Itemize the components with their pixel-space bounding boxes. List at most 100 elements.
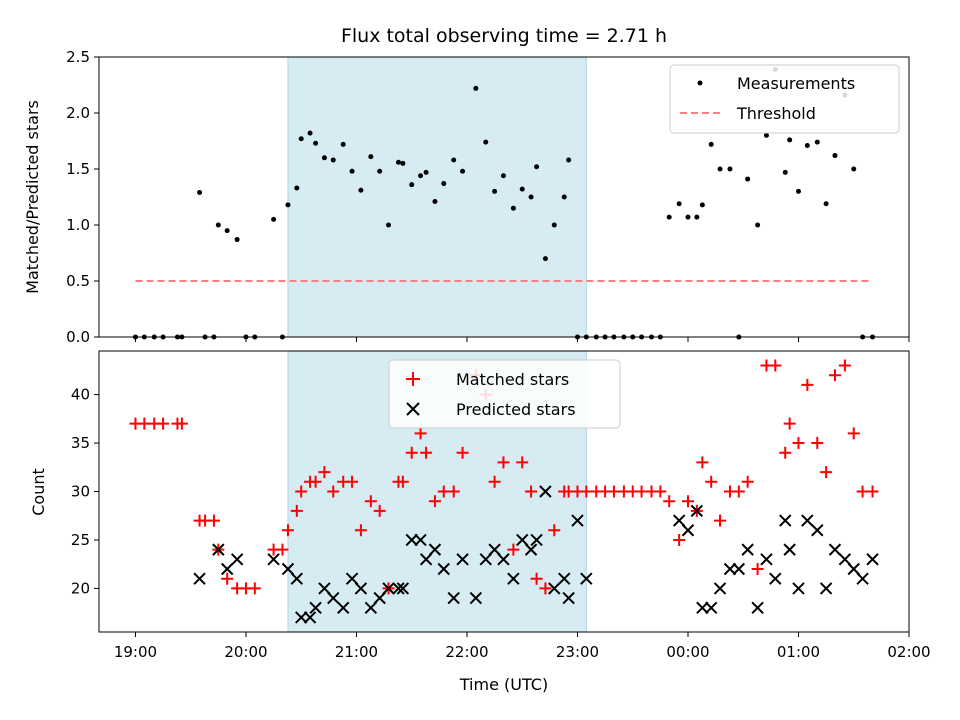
predicted-star-point [507,572,520,585]
x-tick-label: 23:00 [556,643,599,661]
measurement-point [395,159,401,165]
bottom-y-axis-label: Count [29,468,48,516]
legend-predicted-label: Predicted stars [456,400,576,419]
bottom-panel: 20 25 30 35 40 19:00 20:00 21:00 22:00 23:00 00:0… [29,350,931,694]
measurement-point [566,157,572,163]
matched-star-point [428,495,441,508]
predicted-star-point [847,562,860,576]
measurement-point [377,168,383,174]
matched-star-point [838,359,851,372]
y-tick-label: 2.5 [66,48,90,66]
measurement-point [551,222,557,228]
measurement-point [224,228,230,234]
matched-star-point [696,456,709,469]
predicted-star-point [779,514,792,527]
measurement-point [534,164,540,170]
matched-star-point [714,514,727,527]
predicted-star-point [792,582,805,595]
top-panel: 0.0 0.5 1.0 1.5 2.0 2.5 Flux total observing … [23,25,910,346]
predicted-star-point [838,553,852,566]
predicted-star-point [345,572,359,585]
predicted-star-point [801,514,814,527]
predicted-star-point [828,543,842,556]
predicted-star-point [681,524,695,537]
measurement-point [763,132,769,138]
predicted-star-point [548,582,561,595]
predicted-star-point [769,572,782,585]
legend-matched-label: Matched stars [456,370,569,389]
measurement-point [666,214,672,220]
matched-star-point [828,369,841,382]
predicted-star-point [562,591,575,605]
top-legend: Measurements Threshold [669,64,900,134]
measurement-point [814,139,820,145]
bottom-legend: Matched stars Predicted stars [388,359,621,429]
measurement-point [685,214,691,220]
y-tick-label: 20 [71,579,90,597]
predicted-star-point [220,562,234,576]
matched-star-point [705,475,718,488]
matched-star-point [364,495,377,508]
bottom-plot-frame [98,350,910,633]
measurement-point [313,140,319,146]
measurement-point [676,201,682,207]
matched-star-point [866,485,879,498]
measurement-point [795,188,801,194]
predicted-star-point [751,601,764,614]
measurement-point [745,176,751,182]
predicted-star-point [295,611,308,624]
measurement-point [717,166,723,172]
matched-star-point [373,504,386,517]
y-tick-label: 25 [71,531,90,549]
measurement-point [330,157,336,163]
measurement-point [823,201,829,207]
predicted-star-point [364,601,378,614]
matched-star-point [769,359,782,372]
matched-star-point [420,446,433,459]
measurement-point [528,194,534,200]
measurement-point [349,168,355,174]
predicted-star-point [558,572,571,585]
top-y-axis-label: Matched/Predicted stars [23,100,42,294]
predicted-star-point [396,582,410,595]
matched-star-point [354,524,367,537]
measurement-point [708,141,714,147]
bottom-marks [129,359,879,624]
measurement-point [451,157,457,163]
matched-star-point [405,446,418,459]
measurement-point [699,202,705,208]
x-tick-label: 21:00 [335,643,378,661]
measurement-point [755,222,761,228]
predicted-star-point [327,591,340,605]
measurement-point [510,205,516,211]
measurement-point [197,190,203,196]
predicted-star-point [392,582,405,595]
matched-star-point [751,563,764,576]
predicted-star-point [741,543,754,556]
measurement-point [441,181,447,187]
matched-star-point [221,572,234,585]
matched-star-point [327,485,340,498]
predicted-star-point [672,514,686,527]
y-tick-label: 1.0 [66,216,90,234]
matched-star-point [539,582,552,595]
measurement-point [500,173,506,179]
measurement-point [832,153,838,159]
legend-predicted-marker [406,402,420,416]
predicted-star-point [732,562,746,576]
y-tick-label: 35 [71,434,90,452]
predicted-star-point [437,562,450,576]
predicted-star-point [318,582,331,595]
matched-star-point [318,466,331,479]
measurement-point [787,137,793,143]
predicted-star-point [856,572,869,585]
x-tick-label: 00:00 [666,643,709,661]
predicted-star-point [524,543,538,556]
top-x-ticks [134,337,910,342]
measurement-point [804,142,810,148]
matched-star-point [783,417,796,430]
predicted-star-point [303,611,317,624]
x-tick-label: 01:00 [777,643,820,661]
measurement-point [368,154,374,160]
matched-star-point [207,514,220,527]
